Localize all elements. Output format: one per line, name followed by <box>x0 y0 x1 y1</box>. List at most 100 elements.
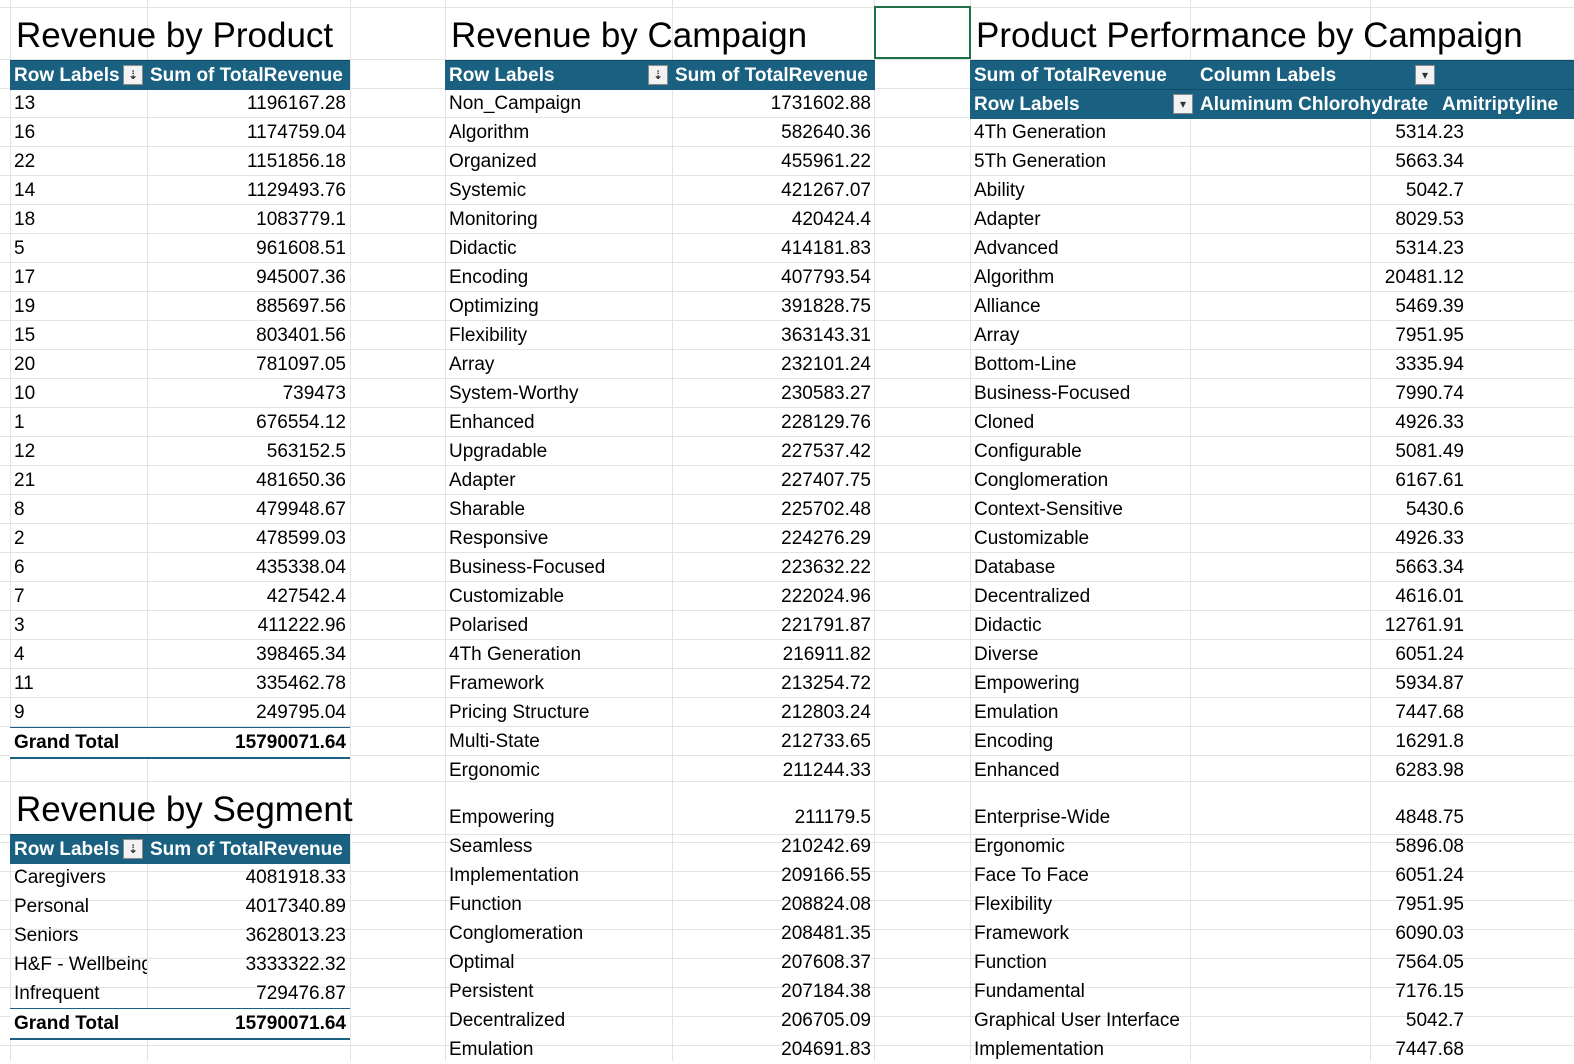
table-row[interactable]: Business-Focused 223632.22 <box>445 553 875 582</box>
table-row[interactable]: 4Th Generation 5314.23 <box>970 118 1574 147</box>
table-row[interactable]: 13 1196167.28 <box>10 89 350 118</box>
table-row[interactable]: Configurable 5081.49 <box>970 437 1574 466</box>
table-row[interactable]: Adapter 227407.75 <box>445 466 875 495</box>
table-row[interactable]: Function 208824.08 <box>445 890 875 919</box>
table-row[interactable]: Customizable 222024.96 <box>445 582 875 611</box>
table-row[interactable]: 12 563152.5 <box>10 437 350 466</box>
table-row[interactable]: Graphical User Interface 5042.7 <box>970 1006 1574 1035</box>
table-row[interactable]: Ability 5042.7 <box>970 176 1574 205</box>
grand-total-row[interactable]: Grand Total 15790071.64 <box>10 727 350 759</box>
table-row[interactable]: 8 479948.67 <box>10 495 350 524</box>
table-row[interactable]: Conglomeration 208481.35 <box>445 919 875 948</box>
table-row[interactable]: Monitoring 420424.4 <box>445 205 875 234</box>
table-row[interactable]: Persistent 207184.38 <box>445 977 875 1006</box>
table-row[interactable]: Sharable 225702.48 <box>445 495 875 524</box>
chevron-down-icon[interactable]: ▾ <box>1415 65 1435 85</box>
table-row[interactable]: Seamless 210242.69 <box>445 832 875 861</box>
table-row[interactable]: 17 945007.36 <box>10 263 350 292</box>
table-row[interactable]: 4Th Generation 216911.82 <box>445 640 875 669</box>
table-row[interactable]: 10 739473 <box>10 379 350 408</box>
table-row[interactable]: H&F - Wellbeing 3333322.32 <box>10 950 350 979</box>
table-row[interactable]: Flexibility 363143.31 <box>445 321 875 350</box>
table-row[interactable]: Array 232101.24 <box>445 350 875 379</box>
selected-cell[interactable] <box>874 6 971 59</box>
sort-filter-icon[interactable]: ⇣ <box>123 839 143 859</box>
grand-total-row[interactable]: Grand Total 15790071.64 <box>10 1008 350 1040</box>
table-row[interactable]: Responsive 224276.29 <box>445 524 875 553</box>
table-row[interactable]: Business-Focused 7990.74 <box>970 379 1574 408</box>
table-row[interactable]: Function 7564.05 <box>970 948 1574 977</box>
table-row[interactable]: 11 335462.78 <box>10 669 350 698</box>
table-row[interactable]: Didactic 12761.91 <box>970 611 1574 640</box>
table-row[interactable]: Enhanced 6283.98 <box>970 756 1574 785</box>
table-row[interactable]: Personal 4017340.89 <box>10 892 350 921</box>
table-row[interactable]: 21 481650.36 <box>10 466 350 495</box>
table-row[interactable]: Database 5663.34 <box>970 553 1574 582</box>
table-row[interactable]: Didactic 414181.83 <box>445 234 875 263</box>
table-row[interactable]: Optimal 207608.37 <box>445 948 875 977</box>
table-row[interactable]: Diverse 6051.24 <box>970 640 1574 669</box>
table-row[interactable]: 18 1083779.1 <box>10 205 350 234</box>
table-row[interactable]: Context-Sensitive 5430.6 <box>970 495 1574 524</box>
table-row[interactable]: Bottom-Line 3335.94 <box>970 350 1574 379</box>
table-row[interactable]: Framework 213254.72 <box>445 669 875 698</box>
table-row[interactable]: Decentralized 206705.09 <box>445 1006 875 1035</box>
table-row[interactable]: Alliance 5469.39 <box>970 292 1574 321</box>
table-row[interactable]: Empowering 211179.5 <box>445 803 875 832</box>
table-row[interactable]: 5 961608.51 <box>10 234 350 263</box>
table-row[interactable]: 7 427542.4 <box>10 582 350 611</box>
table-row[interactable]: 2 478599.03 <box>10 524 350 553</box>
table-row[interactable]: Optimizing 391828.75 <box>445 292 875 321</box>
table-row[interactable]: Conglomeration 6167.61 <box>970 466 1574 495</box>
table-row[interactable]: Ergonomic 5896.08 <box>970 832 1574 861</box>
table-row[interactable]: Emulation 204691.83 <box>445 1035 875 1064</box>
table-row[interactable]: 19 885697.56 <box>10 292 350 321</box>
table-row[interactable]: Encoding 407793.54 <box>445 263 875 292</box>
table-row[interactable]: Customizable 4926.33 <box>970 524 1574 553</box>
table-row[interactable]: 22 1151856.18 <box>10 147 350 176</box>
table-row[interactable]: Face To Face 6051.24 <box>970 861 1574 890</box>
table-row[interactable]: Non_Campaign 1731602.88 <box>445 89 875 118</box>
table-row[interactable]: Multi-State 212733.65 <box>445 727 875 756</box>
table-row[interactable]: Enterprise-Wide 4848.75 <box>970 803 1574 832</box>
table-row[interactable]: Framework 6090.03 <box>970 919 1574 948</box>
table-row[interactable]: 15 803401.56 <box>10 321 350 350</box>
table-row[interactable]: Seniors 3628013.23 <box>10 921 350 950</box>
table-row[interactable]: Fundamental 7176.15 <box>970 977 1574 1006</box>
table-row[interactable]: 6 435338.04 <box>10 553 350 582</box>
table-row[interactable]: Ergonomic 211244.33 <box>445 756 875 785</box>
table-row[interactable]: Organized 455961.22 <box>445 147 875 176</box>
table-row[interactable]: 14 1129493.76 <box>10 176 350 205</box>
table-row[interactable]: Cloned 4926.33 <box>970 408 1574 437</box>
table-row[interactable]: 4 398465.34 <box>10 640 350 669</box>
table-row[interactable]: Polarised 221791.87 <box>445 611 875 640</box>
table-row[interactable]: Adapter 8029.53 <box>970 205 1574 234</box>
table-row[interactable]: Upgradable 227537.42 <box>445 437 875 466</box>
table-row[interactable]: Algorithm 582640.36 <box>445 118 875 147</box>
table-row[interactable]: Algorithm 20481.12 <box>970 263 1574 292</box>
table-row[interactable]: Systemic 421267.07 <box>445 176 875 205</box>
table-row[interactable]: Decentralized 4616.01 <box>970 582 1574 611</box>
table-row[interactable]: Empowering 5934.87 <box>970 669 1574 698</box>
table-row[interactable]: 9 249795.04 <box>10 698 350 727</box>
table-row[interactable]: Array 7951.95 <box>970 321 1574 350</box>
table-row[interactable]: System-Worthy 230583.27 <box>445 379 875 408</box>
table-row[interactable]: 5Th Generation 5663.34 <box>970 147 1574 176</box>
chevron-down-icon[interactable]: ▾ <box>1173 94 1193 114</box>
table-row[interactable]: Implementation 209166.55 <box>445 861 875 890</box>
table-row[interactable]: 16 1174759.04 <box>10 118 350 147</box>
table-row[interactable]: Infrequent 729476.87 <box>10 979 350 1008</box>
table-row[interactable]: 20 781097.05 <box>10 350 350 379</box>
table-row[interactable]: Enhanced 228129.76 <box>445 408 875 437</box>
table-row[interactable]: 1 676554.12 <box>10 408 350 437</box>
table-row[interactable]: Encoding 16291.8 <box>970 727 1574 756</box>
sort-filter-icon[interactable]: ⇣ <box>123 65 143 85</box>
table-row[interactable]: Caregivers 4081918.33 <box>10 863 350 892</box>
table-row[interactable]: 3 411222.96 <box>10 611 350 640</box>
table-row[interactable]: Advanced 5314.23 <box>970 234 1574 263</box>
table-row[interactable]: Flexibility 7951.95 <box>970 890 1574 919</box>
sort-filter-icon[interactable]: ⇣ <box>648 65 668 85</box>
table-row[interactable]: Pricing Structure 212803.24 <box>445 698 875 727</box>
table-row[interactable]: Emulation 7447.68 <box>970 698 1574 727</box>
table-row[interactable]: Implementation 7447.68 <box>970 1035 1574 1064</box>
